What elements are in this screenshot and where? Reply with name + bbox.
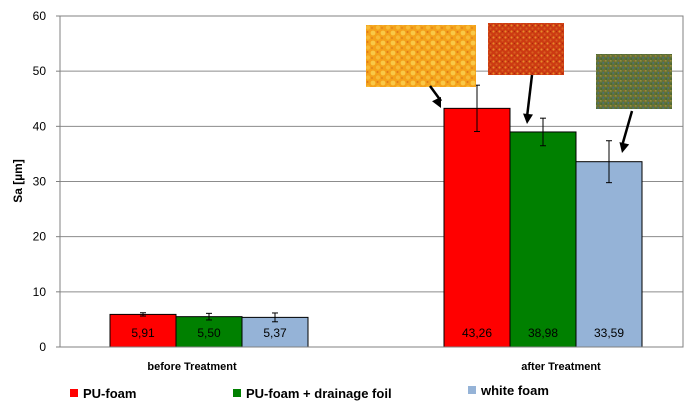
category-labels: before Treatment after Treatment: [147, 361, 601, 373]
data-label: 5,50: [197, 326, 221, 340]
bar-pu-foam-drainage-foil-after-treatment: [509, 131, 577, 348]
legend-label-pu-foam-drainage-foil: PU-foam + drainage foil: [246, 386, 392, 401]
bar-pu-foam-after-treatment: [443, 107, 511, 348]
pointer-arrow-head: [523, 113, 533, 124]
bar-white-foam-after-treatment: [575, 161, 643, 348]
y-tick-label: 0: [39, 340, 46, 354]
bar-pu-foam-before-treatment: [109, 313, 177, 348]
data-label: 5,37: [263, 326, 287, 340]
red-orange-mesh-texture-image: [488, 23, 564, 75]
legend-swatch-pu-foam: [70, 389, 78, 397]
y-axis-label: Sa [µm]: [11, 159, 25, 203]
legend-label-pu-foam: PU-foam: [83, 386, 136, 401]
data-label: 38,98: [528, 326, 558, 340]
data-label: 33,59: [594, 326, 624, 340]
data-label: 43,26: [462, 326, 492, 340]
pointer-arrow-head: [619, 142, 630, 153]
bars: [109, 107, 643, 348]
data-labels: 5,91 5,50 5,37 43,26 38,98 33,59: [131, 326, 624, 340]
y-tick-label: 30: [33, 175, 47, 189]
pointer-arrow-line: [525, 74, 534, 118]
pointer-arrow-head: [432, 96, 441, 108]
data-label: 5,91: [131, 326, 155, 340]
y-tick-label: 40: [33, 119, 47, 133]
orange-cell-texture-image: [366, 25, 476, 87]
error-bars: [140, 84, 612, 323]
legend-swatch-pu-foam-drainage-foil: [233, 389, 241, 397]
plot-area-frame: [59, 15, 684, 348]
y-tick-label: 60: [33, 9, 47, 23]
category-label: after Treatment: [521, 361, 601, 373]
y-tick-label: 10: [33, 285, 47, 299]
y-axis-ticks: 0 10 20 30 40 50 60: [33, 9, 60, 354]
legend-label-white-foam: white foam: [480, 383, 549, 398]
texture-insets: [366, 23, 672, 153]
y-tick-label: 50: [33, 64, 47, 78]
legend: PU-foam PU-foam + drainage foil white foam: [70, 383, 549, 401]
pointer-arrow-line: [620, 110, 634, 147]
category-label: before Treatment: [147, 361, 237, 373]
y-tick-label: 20: [33, 230, 47, 244]
green-mixed-texture-image: [596, 54, 672, 109]
legend-swatch-white-foam: [468, 386, 476, 394]
